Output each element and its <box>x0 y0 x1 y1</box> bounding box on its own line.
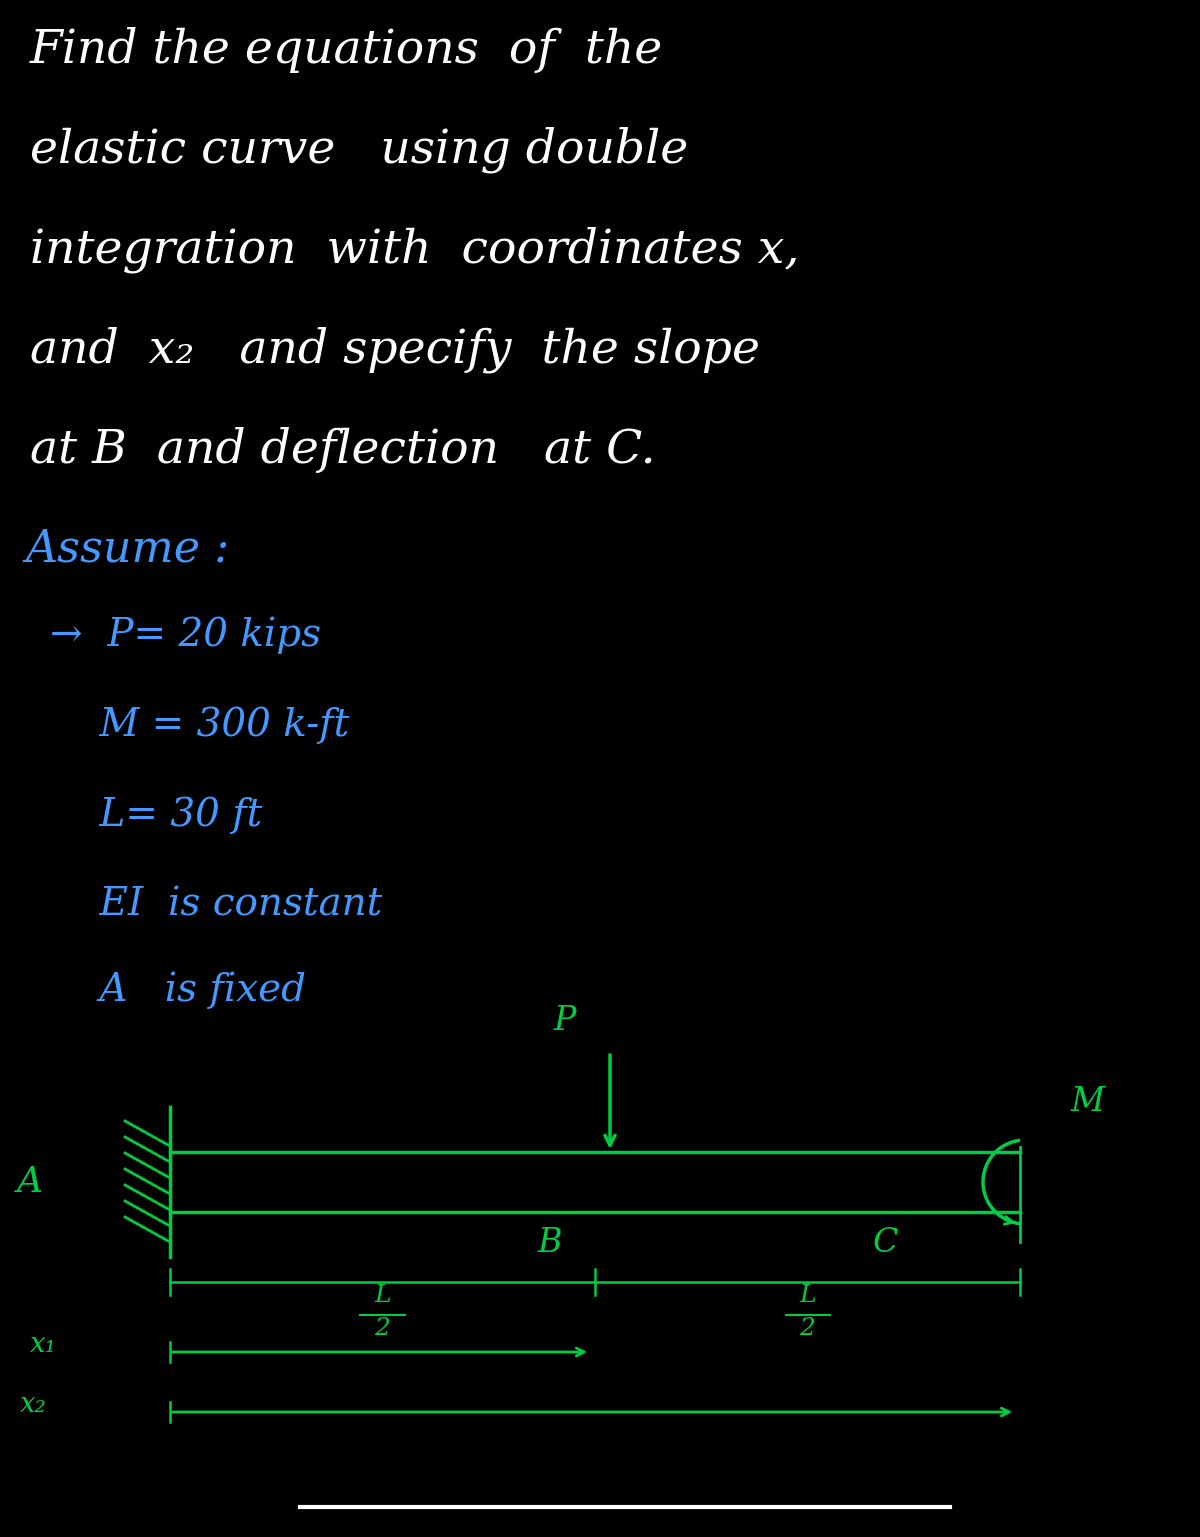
Text: 2: 2 <box>374 1317 390 1340</box>
Text: x₂: x₂ <box>20 1391 47 1417</box>
Text: elastic curve   using double: elastic curve using double <box>30 128 689 174</box>
Text: C: C <box>872 1227 898 1259</box>
Text: and  x₂   and specify  the slope: and x₂ and specify the slope <box>30 327 760 373</box>
Text: Find the equations  of  the: Find the equations of the <box>30 28 664 72</box>
Text: L: L <box>799 1283 816 1306</box>
Text: A   is fixed: A is fixed <box>50 971 306 1010</box>
Text: 2: 2 <box>799 1317 816 1340</box>
Text: EI  is constant: EI is constant <box>50 887 383 924</box>
Text: Assume :: Assume : <box>25 527 229 570</box>
Text: M = 300 k-ft: M = 300 k-ft <box>50 707 349 744</box>
Text: B: B <box>538 1227 563 1259</box>
Text: integration  with  coordinates x,: integration with coordinates x, <box>30 227 799 274</box>
Text: at B  and deflection   at C.: at B and deflection at C. <box>30 427 655 473</box>
Text: A: A <box>17 1165 43 1199</box>
Text: P: P <box>553 1005 576 1037</box>
Text: L: L <box>374 1283 391 1306</box>
Text: L= 30 ft: L= 30 ft <box>50 798 263 835</box>
Text: M: M <box>1070 1087 1104 1117</box>
Text: x₁: x₁ <box>30 1331 56 1357</box>
Text: →  P= 20 kips: → P= 20 kips <box>50 616 322 655</box>
